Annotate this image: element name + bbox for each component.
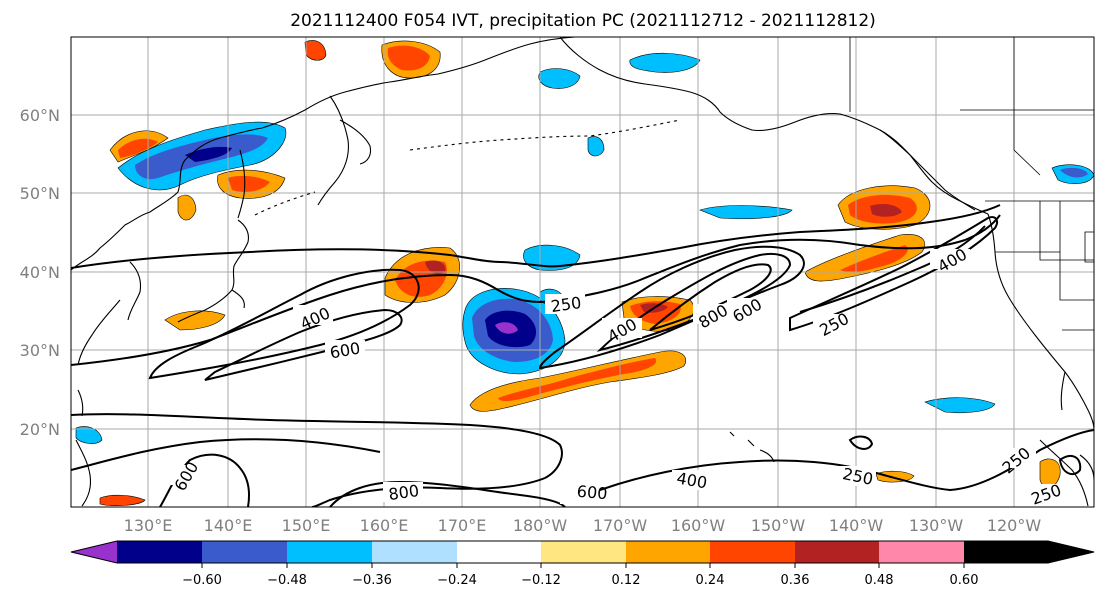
ivt-contour-400 [148,268,420,380]
colorbar-tick-label: 0.60 [950,573,979,588]
negative-region-okhotsk-deep [185,146,232,162]
colorbar-bin [117,541,202,563]
border-canada-provinces [960,37,1094,176]
colorbar-extend-low [71,541,117,563]
colorbar-bin [372,541,457,563]
positive-region-gulf-alaska-dark [870,204,902,217]
colorbar-bin [879,541,964,563]
colorbar-bin [626,541,710,563]
colorbar-bin [202,541,287,563]
positive-region-japan-south [164,310,226,331]
colorbar-bin [710,541,795,563]
positive-region-sakhalin-red [228,175,270,192]
coast-asia [71,37,576,271]
colorbar-bin [457,541,541,563]
coast-sakhalin [237,149,246,219]
lon-label-150e: 150°E [282,516,331,535]
coastlines [71,37,1094,507]
negative-region-bottom-left [75,426,103,444]
coast-kamchatka [317,95,372,206]
positive-region-ne-pacific [804,234,926,282]
longitude-labels: 130°E 140°E 150°E 160°E 170°E 180°W 170°… [124,516,1042,535]
colorbar-tick-label: 0.48 [865,573,894,588]
lon-label-160e: 160°E [360,516,409,535]
negative-region-midpac-east [699,205,793,220]
negative-region-bering-2 [629,52,701,73]
colorbar-tick-label: 0.12 [612,573,641,588]
positive-region-bering-red [387,45,430,71]
colorbar-tick-label: 0.36 [781,573,810,588]
lat-label-50n: 50°N [20,184,60,203]
negative-region-west-coast-mid [1060,167,1088,178]
map-title: 2021112400 F054 IVT, precipitation PC (2… [290,11,876,31]
colorbar-bin [795,541,879,563]
colorbar-tick-label: −0.60 [182,573,222,588]
colorbar-tick-label: −0.24 [437,573,477,588]
border-us-states [995,201,1094,301]
map-panel: 400 600 250 400 800 600 250 400 600 800 … [70,36,1095,509]
negative-region-hawaii-east [924,397,996,414]
ivt-contour-250-north [71,204,1001,269]
lon-label-140e: 140°E [204,516,253,535]
colorbar: −0.60 −0.48 −0.36 −0.24 −0.12 0.12 0.24 … [70,540,1095,588]
contour-label-800-south: 800 [387,481,420,504]
lon-label-150w: 150°W [751,516,806,535]
contour-label-600-south: 600 [576,482,608,504]
ivt-contour-400-ne [799,225,986,313]
negative-region-east-180 [523,244,581,271]
lon-label-140w: 140°W [829,516,884,535]
ivt-contour-250-east [789,216,998,332]
ivt-contour-600-west [204,308,403,381]
lon-label-180w: 180°W [513,516,568,535]
positive-region-dateline-north-dark [425,260,446,274]
colorbar-tick-label: −0.36 [352,573,392,588]
colorbar-outline [70,540,1095,564]
lon-label-170w: 170°W [593,516,648,535]
lon-label-130e: 130°E [124,516,173,535]
contour-label-250-central: 250 [550,293,583,316]
gridlines [71,37,1094,507]
ivt-contour-800-south [329,480,566,507]
ivt-contour-400-east [538,245,805,370]
positive-region-kamchatka-north [304,40,327,61]
colorbar-bin [541,541,626,563]
lon-label-130w: 130°W [909,516,964,535]
colorbar-tick-label: −0.48 [267,573,307,588]
negative-region-alaska-south [587,136,605,157]
coast-bc [879,129,989,215]
coast-japan [177,219,249,323]
colorbar-tick-label: 0.24 [696,573,725,588]
colorbar-extend-high [964,541,1094,563]
positive-region-bottom-left [99,494,146,506]
borders [849,37,1094,331]
lat-label-40n: 40°N [20,263,60,282]
ivt-contour-250-south [71,429,1094,492]
negative-region-central-core [495,322,518,334]
ivt-contour-400-south [71,413,563,507]
colorbar-bin [287,541,372,563]
coast-korea [77,261,142,366]
latitude-labels: 60°N 50°N 40°N 30°N 20°N [20,106,60,439]
negative-region-bering [538,68,581,89]
lon-label-120w: 120°W [987,516,1042,535]
positive-region-south-streak-red [498,358,657,402]
precip-pc-shading [75,40,1094,506]
positive-region-bottom-mid [875,470,915,483]
positive-region-kuril [177,194,197,221]
coast-aleutians [254,119,681,216]
positive-region-ne-pacific-red [840,245,908,273]
ivt-contour-ring-se [848,435,1082,476]
lat-label-60n: 60°N [20,106,60,125]
lon-label-170e: 170°E [438,516,487,535]
lat-label-20n: 20°N [20,420,60,439]
lat-label-30n: 30°N [20,341,60,360]
colorbar-tick-label: −0.12 [521,573,561,588]
map-frame [70,36,1095,508]
colorbar-ticks [201,563,965,568]
coast-alaska [559,37,976,211]
lon-label-160w: 160°W [671,516,726,535]
